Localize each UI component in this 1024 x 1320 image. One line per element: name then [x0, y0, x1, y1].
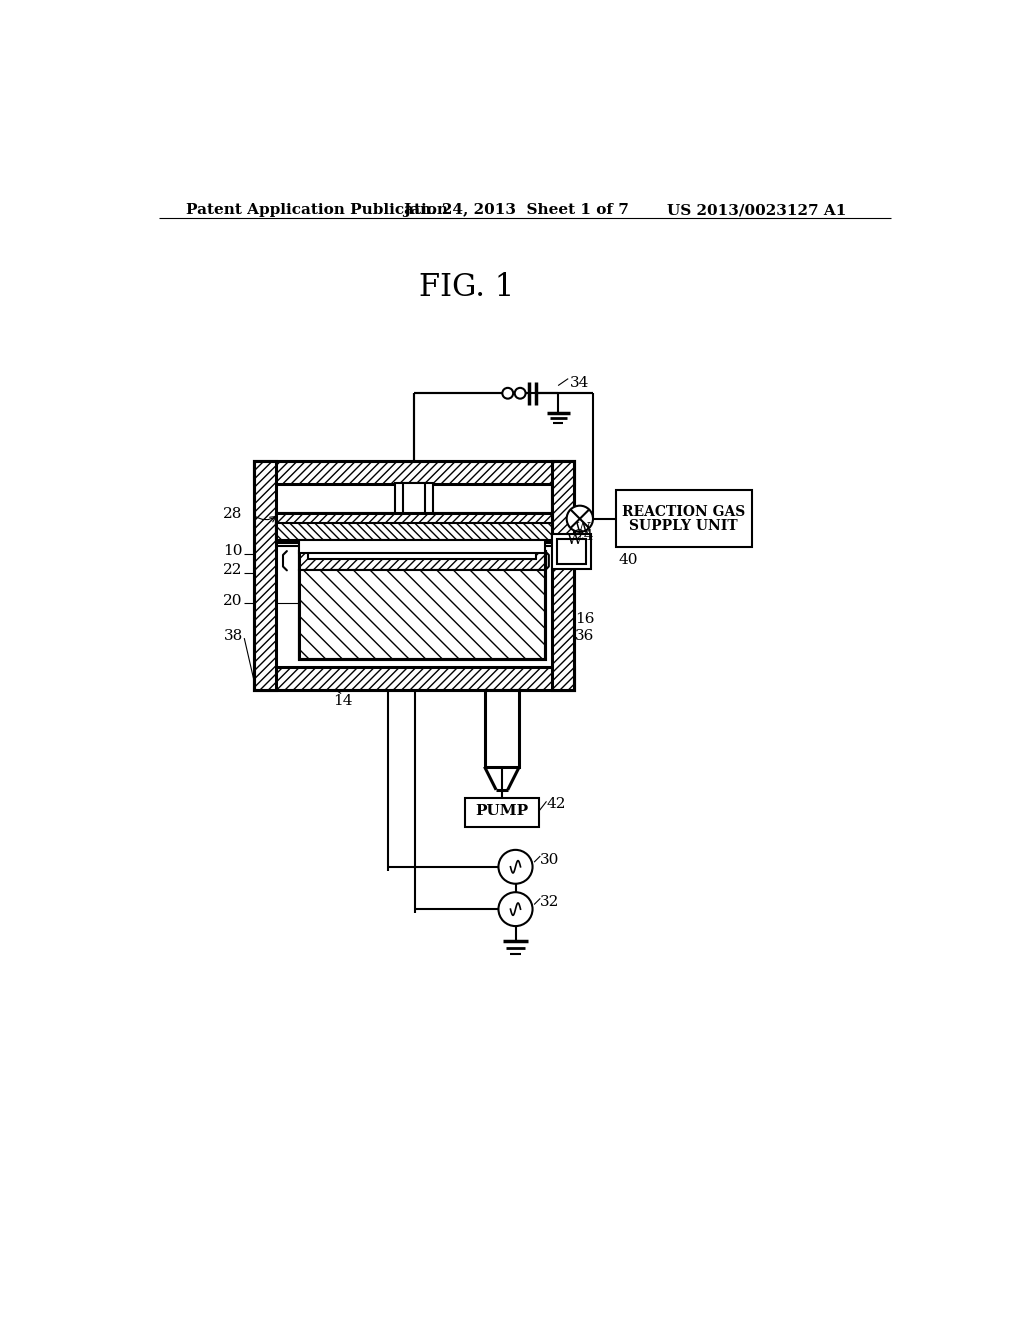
Bar	[254, 461, 573, 689]
Bar	[254, 667, 573, 689]
Text: W: W	[575, 521, 591, 536]
Circle shape	[499, 850, 532, 884]
Bar	[254, 461, 573, 484]
Bar	[276, 484, 552, 545]
Text: US 2013/0023127 A1: US 2013/0023127 A1	[667, 203, 846, 216]
Bar	[395, 483, 432, 512]
Text: 14: 14	[334, 693, 353, 708]
Bar	[308, 549, 536, 558]
Text: 24: 24	[575, 529, 595, 543]
Text: 42: 42	[547, 797, 566, 812]
Bar	[299, 552, 545, 659]
Text: W: W	[566, 532, 583, 546]
Text: 32: 32	[541, 895, 560, 909]
Bar	[465, 797, 539, 826]
Text: Patent Application Publication: Patent Application Publication	[186, 203, 449, 216]
Text: 30: 30	[541, 853, 560, 867]
Circle shape	[499, 892, 532, 927]
Bar	[276, 512, 552, 541]
Bar	[484, 689, 519, 767]
Text: 40: 40	[618, 553, 638, 568]
Text: 28: 28	[223, 507, 243, 521]
Text: 22: 22	[223, 564, 243, 577]
Text: SUPPLY UNIT: SUPPLY UNIT	[630, 519, 738, 533]
Text: 20: 20	[223, 594, 243, 609]
Bar	[299, 552, 545, 570]
Text: 34: 34	[569, 376, 589, 389]
Text: 16: 16	[575, 612, 595, 626]
Bar	[299, 552, 545, 659]
Bar	[299, 570, 545, 659]
Bar	[552, 461, 573, 689]
Bar	[254, 461, 276, 689]
Text: 38: 38	[223, 628, 243, 643]
Bar	[552, 535, 591, 569]
Circle shape	[503, 388, 513, 399]
Circle shape	[566, 506, 593, 532]
Text: 36: 36	[575, 628, 595, 643]
Circle shape	[515, 388, 525, 399]
Text: PUMP: PUMP	[475, 804, 528, 817]
Text: REACTION GAS: REACTION GAS	[622, 506, 745, 519]
Bar	[276, 520, 552, 540]
Bar	[616, 490, 752, 548]
Text: Jan. 24, 2013  Sheet 1 of 7: Jan. 24, 2013 Sheet 1 of 7	[403, 203, 629, 216]
Text: 10: 10	[223, 544, 243, 558]
Bar	[557, 539, 586, 564]
Bar	[299, 540, 545, 553]
Bar	[403, 483, 425, 512]
Bar	[276, 512, 552, 523]
Text: FIG. 1: FIG. 1	[419, 272, 514, 304]
